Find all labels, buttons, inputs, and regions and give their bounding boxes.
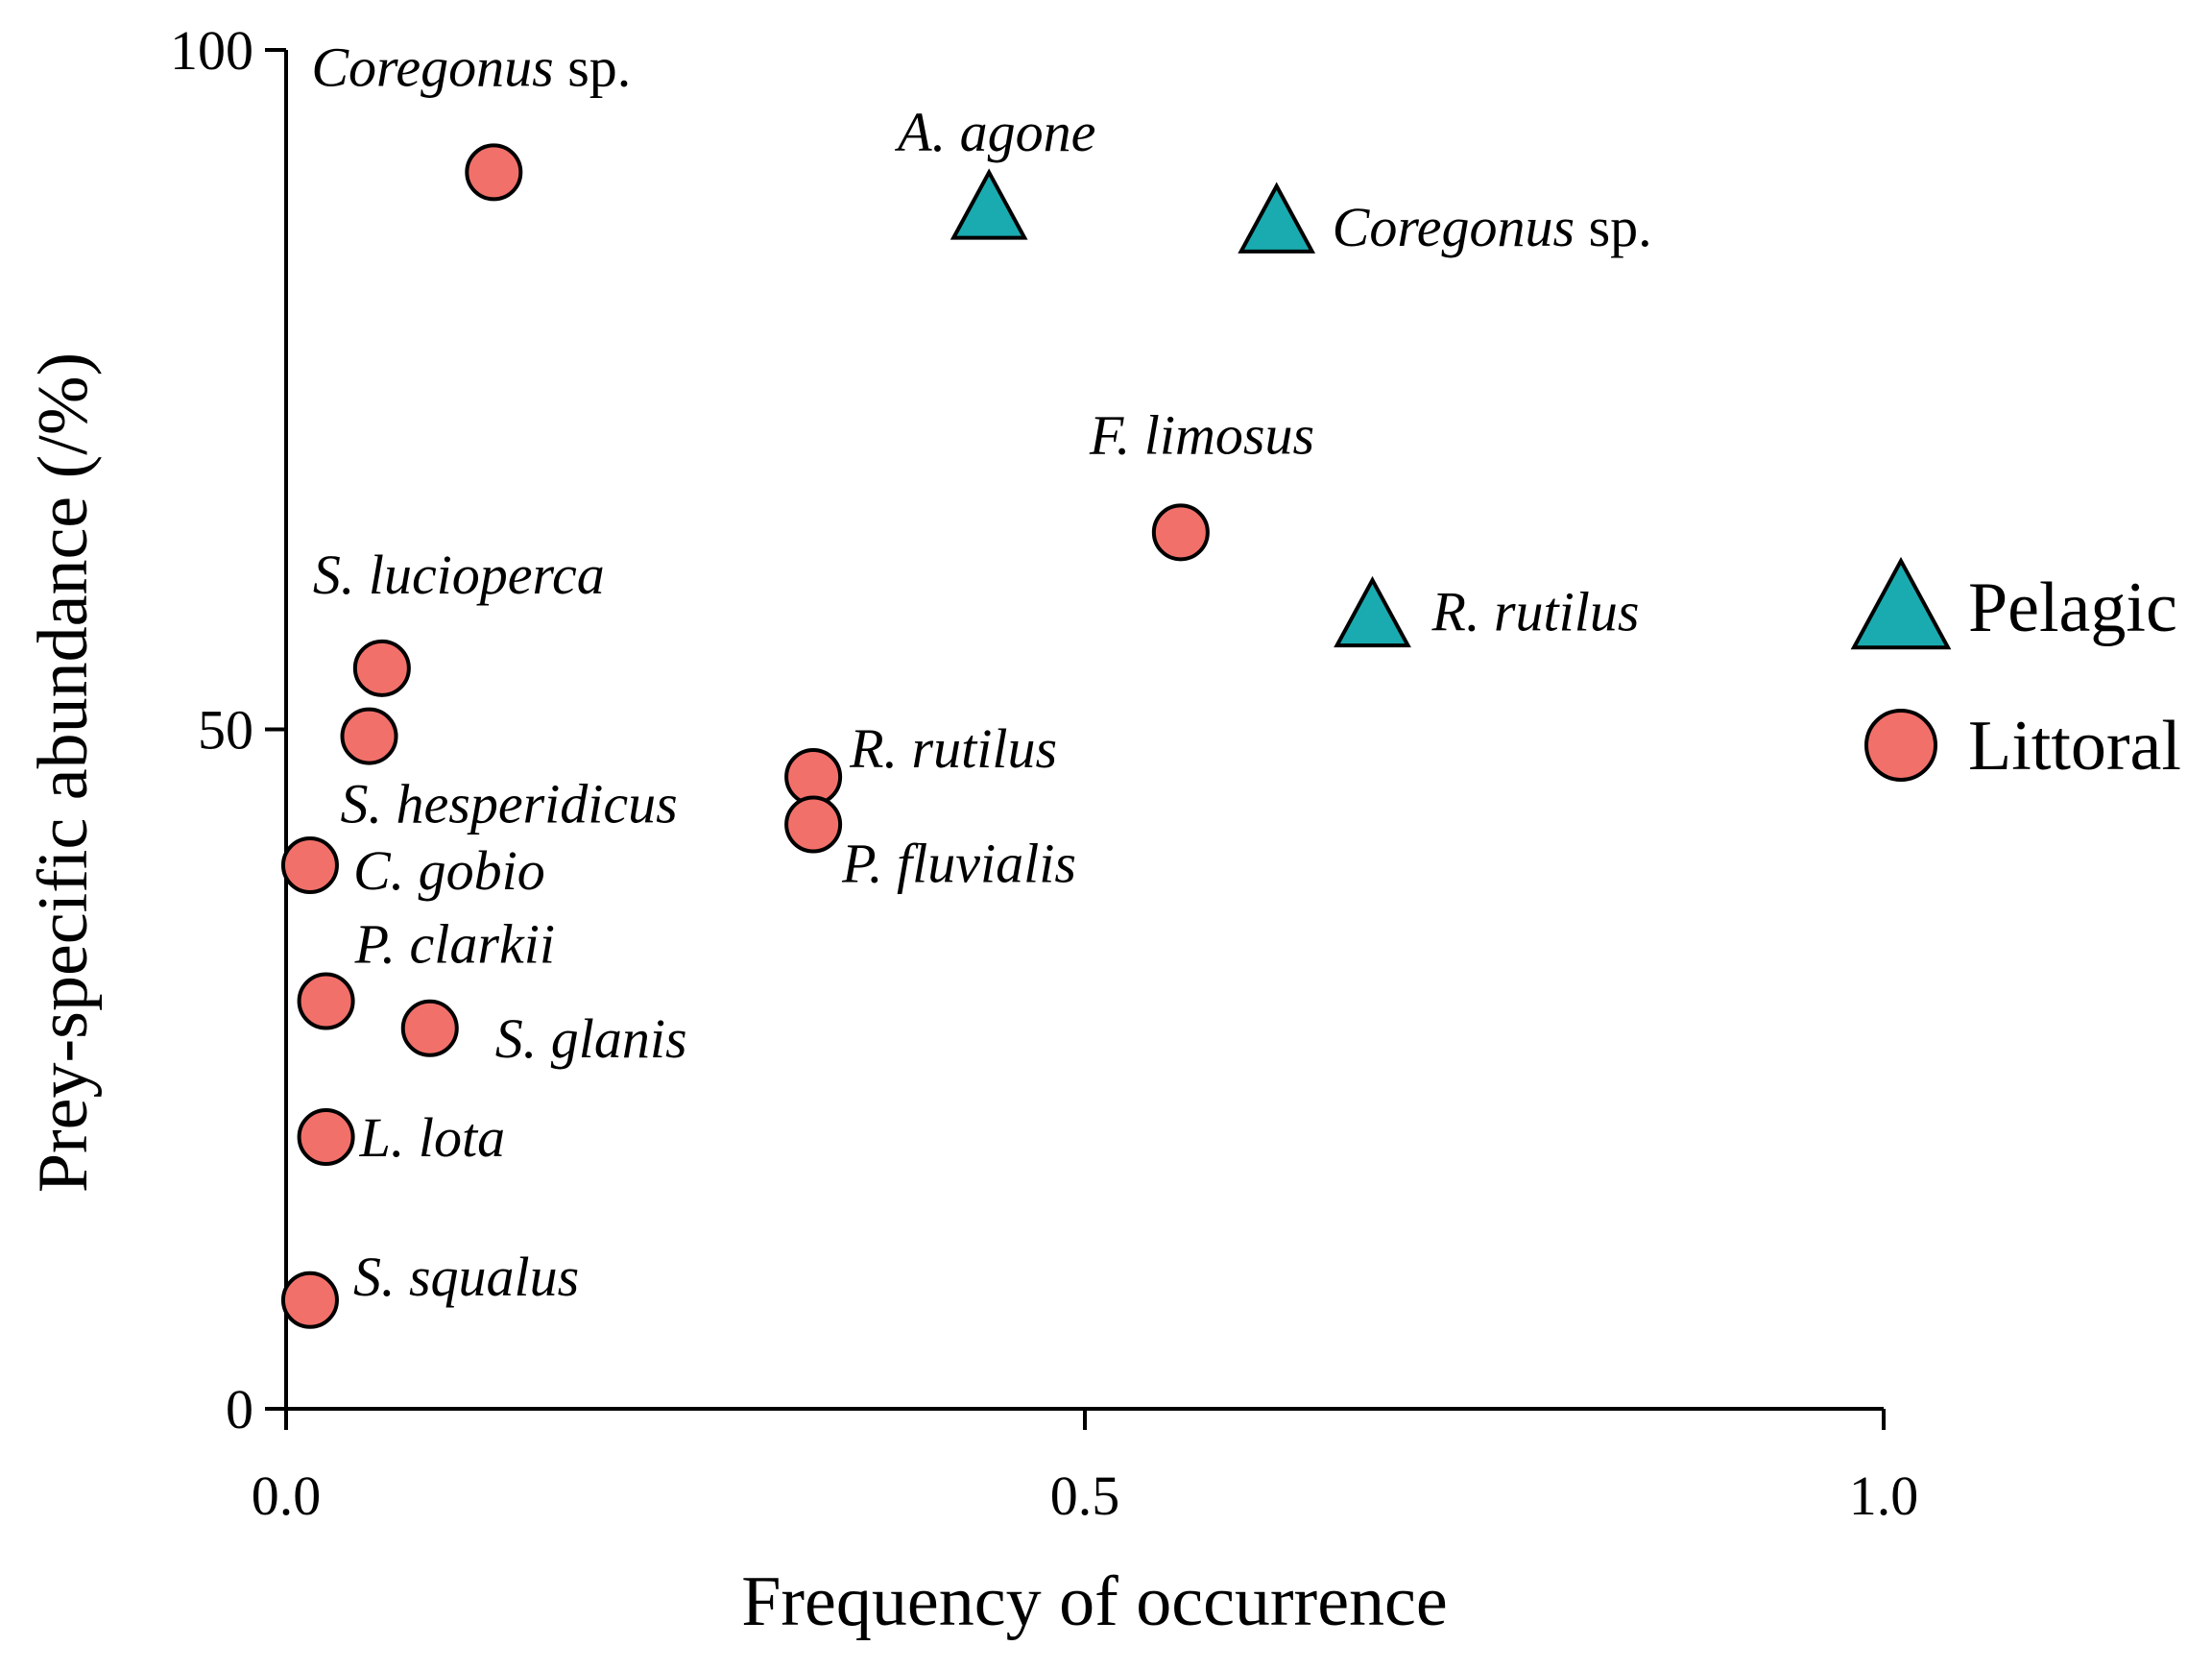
point-label: P. fluvialis bbox=[841, 833, 1076, 895]
point-label: S. lucioperca bbox=[313, 544, 605, 606]
point-label: F. limosus bbox=[1089, 403, 1314, 466]
y-tick-label: 50 bbox=[198, 699, 253, 762]
legend-pelagic-marker bbox=[1850, 556, 1952, 650]
littoral-point bbox=[784, 795, 843, 854]
y-axis-title: Prey-specific abundance (/%) bbox=[24, 352, 103, 1193]
species-name: P. clarkii bbox=[354, 913, 555, 976]
point-label: C. gobio bbox=[353, 839, 545, 902]
species-name: S. glanis bbox=[495, 1007, 687, 1070]
species-name: Coregonus bbox=[1333, 196, 1575, 258]
species-name: Coregonus bbox=[311, 36, 553, 98]
species-name: F. limosus bbox=[1089, 403, 1314, 466]
species-name: S. lucioperca bbox=[313, 544, 605, 606]
pelagic-point bbox=[950, 168, 1028, 240]
species-suffix: sp. bbox=[1575, 196, 1652, 258]
littoral-point bbox=[352, 639, 411, 697]
point-label: S. glanis bbox=[495, 1007, 687, 1070]
littoral-point bbox=[465, 143, 523, 202]
littoral-point bbox=[340, 707, 398, 765]
species-name: P. fluvialis bbox=[841, 833, 1076, 895]
littoral-point bbox=[280, 1271, 339, 1329]
species-name: R. rutilus bbox=[849, 717, 1057, 780]
littoral-point bbox=[400, 999, 459, 1057]
species-suffix: sp. bbox=[554, 36, 632, 98]
point-label: R. rutilus bbox=[849, 717, 1057, 780]
point-label: L. lota bbox=[359, 1106, 505, 1169]
species-name: S. hesperidicus bbox=[341, 773, 678, 835]
point-labels: A. agone Coregonus sp. R. rutilus Coregonus… bbox=[311, 36, 1651, 1307]
x-axis-title: Frequency of occurrence bbox=[741, 1562, 1447, 1641]
x-tick-label: 0.0 bbox=[252, 1464, 322, 1527]
littoral-point bbox=[297, 1108, 355, 1166]
point-label: Coregonus sp. bbox=[311, 36, 631, 98]
data-points bbox=[280, 143, 1411, 1329]
legend-label: Pelagic bbox=[1968, 569, 2177, 647]
y-tick-label: 100 bbox=[170, 19, 253, 82]
species-name: L. lota bbox=[359, 1106, 505, 1169]
legend-littoral-marker bbox=[1864, 709, 1937, 782]
legend: Pelagic Littoral bbox=[1850, 556, 2181, 786]
point-label: A. agone bbox=[894, 101, 1095, 163]
y-tick-label: 0 bbox=[226, 1378, 253, 1440]
littoral-point bbox=[280, 836, 339, 894]
point-label: R. rutilus bbox=[1431, 580, 1640, 642]
species-name: C. gobio bbox=[353, 839, 545, 902]
point-label: P. clarkii bbox=[354, 913, 555, 976]
pelagic-point bbox=[1238, 182, 1316, 254]
point-label: Coregonus sp. bbox=[1333, 196, 1652, 258]
species-name: R. rutilus bbox=[1431, 580, 1640, 642]
x-tick-label: 1.0 bbox=[1849, 1464, 1919, 1527]
littoral-point bbox=[1151, 503, 1210, 562]
species-name: A. agone bbox=[894, 101, 1095, 163]
species-name: S. squalus bbox=[353, 1246, 579, 1308]
legend-label: Littoral bbox=[1968, 707, 2181, 786]
x-tick-label: 0.5 bbox=[1050, 1464, 1120, 1527]
axis-ticks: 0.0 0.5 1.0 0 50 100 bbox=[170, 19, 1918, 1527]
pelagic-point bbox=[1334, 575, 1411, 648]
point-label: S. squalus bbox=[353, 1246, 579, 1308]
point-label: S. hesperidicus bbox=[341, 773, 678, 835]
littoral-point bbox=[297, 972, 355, 1030]
